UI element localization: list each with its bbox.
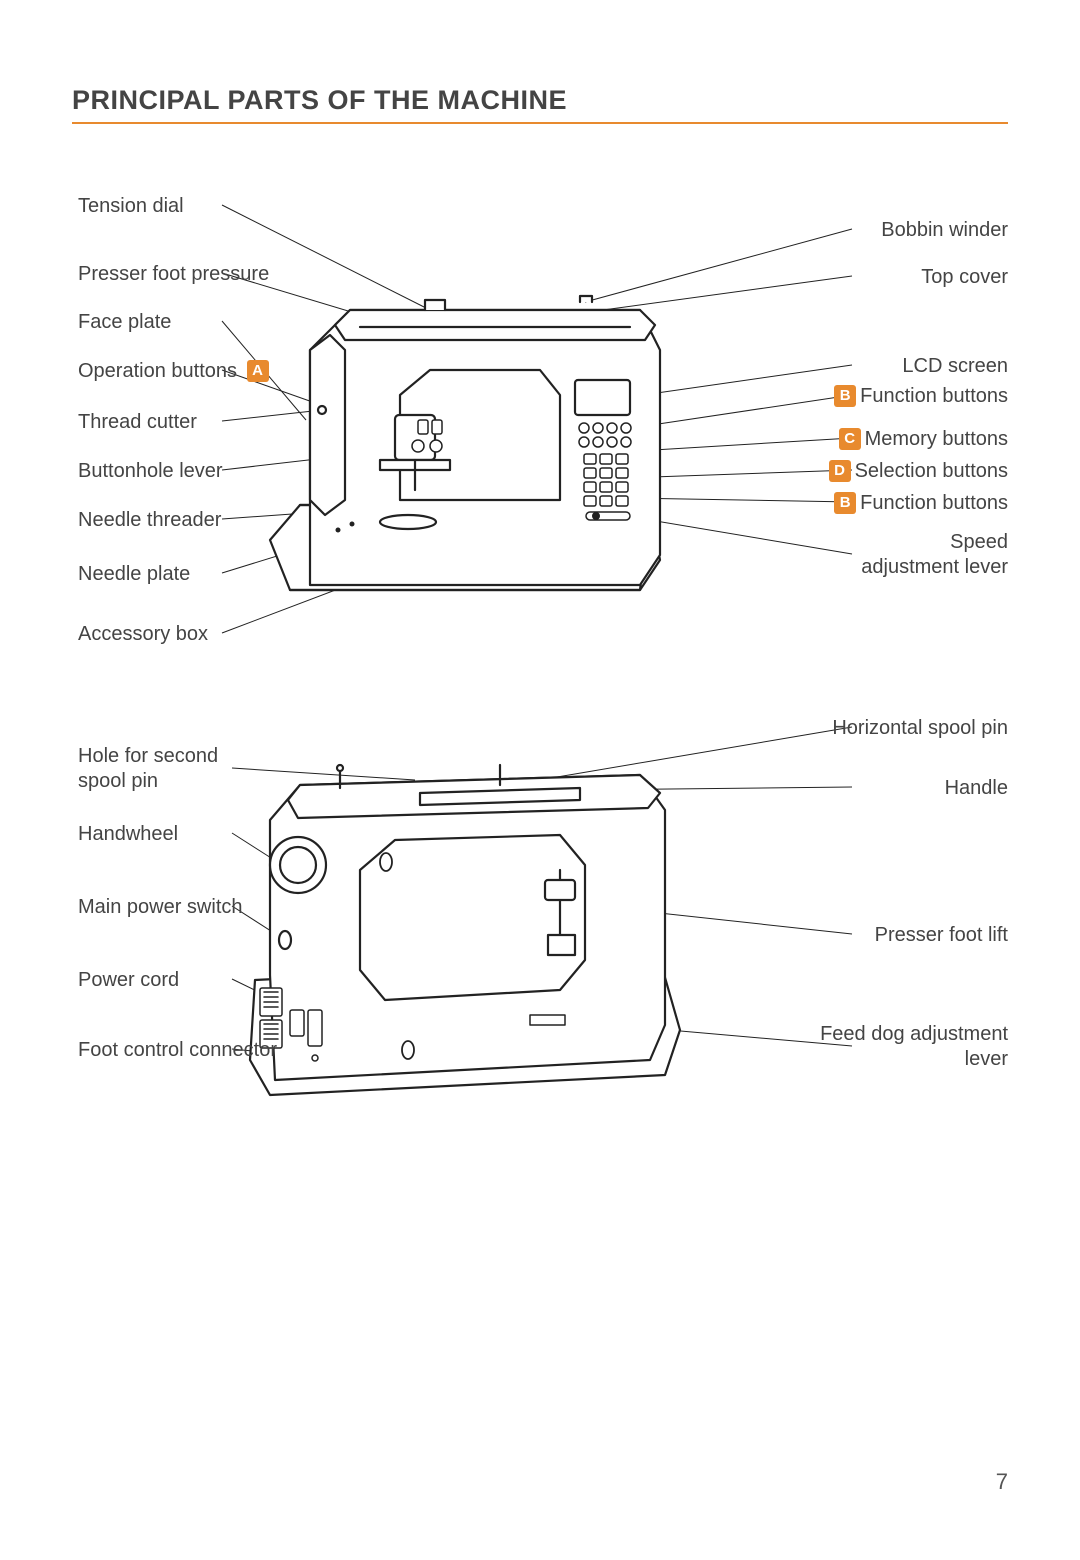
- label-text: LCD screen: [902, 355, 1008, 377]
- label-foot-connector: Foot control connector: [78, 1038, 277, 1063]
- label-buttonhole-lever: Buttonhole lever: [78, 459, 223, 484]
- label-text: Hole for second spool pin: [78, 745, 218, 792]
- label-text: Face plate: [78, 311, 171, 333]
- manual-page: PRINCIPAL PARTS OF THE MACHINE: [0, 0, 1080, 1560]
- label-memory-buttons: CMemory buttons: [835, 427, 1008, 452]
- label-accessory-box: Accessory box: [78, 622, 208, 647]
- label-function-buttons-1: BFunction buttons: [830, 384, 1008, 409]
- label-presser-foot-lift: Presser foot lift: [875, 923, 1008, 948]
- badge-c: C: [839, 428, 861, 450]
- label-text: Horizontal spool pin: [832, 717, 1008, 739]
- label-handle: Handle: [945, 776, 1008, 801]
- label-text: Tension dial: [78, 195, 184, 217]
- label-power-cord: Power cord: [78, 968, 179, 993]
- label-main-power: Main power switch: [78, 895, 243, 920]
- label-tension-dial: Tension dial: [78, 194, 184, 219]
- label-text: Accessory box: [78, 623, 208, 645]
- label-text: Foot control connector: [78, 1039, 277, 1061]
- label-text: Power cord: [78, 969, 179, 991]
- badge-b: B: [834, 385, 856, 407]
- label-text: Memory buttons: [865, 428, 1008, 450]
- label-text: Handwheel: [78, 823, 178, 845]
- label-text: Feed dog adjustment lever: [820, 1023, 1008, 1070]
- label-text: Speed adjustment lever: [861, 531, 1008, 578]
- label-text: Needle threader: [78, 509, 221, 531]
- label-text: Top cover: [921, 266, 1008, 288]
- label-text: Operation buttons: [78, 360, 237, 382]
- label-lcd-screen: LCD screen: [902, 354, 1008, 379]
- label-text: Main power switch: [78, 896, 243, 918]
- label-needle-threader: Needle threader: [78, 508, 221, 533]
- badge-d: D: [829, 460, 851, 482]
- label-hole-second-spool: Hole for second spool pin: [78, 744, 218, 794]
- label-function-buttons-2: BFunction buttons: [830, 491, 1008, 516]
- label-needle-plate: Needle plate: [78, 562, 190, 587]
- label-text: Handle: [945, 777, 1008, 799]
- label-text: Function buttons: [860, 385, 1008, 407]
- label-text: Selection buttons: [855, 460, 1008, 482]
- label-text: Presser foot pressure: [78, 263, 269, 285]
- page-number: 7: [996, 1469, 1008, 1495]
- label-speed-lever: Speed adjustment lever: [861, 530, 1008, 580]
- label-presser-pressure: Presser foot pressure: [78, 262, 269, 287]
- label-operation-buttons: Operation buttons A: [78, 359, 273, 384]
- label-text: Bobbin winder: [881, 219, 1008, 241]
- label-text: Function buttons: [860, 492, 1008, 514]
- badge-b: B: [834, 492, 856, 514]
- back-view-diagram: [0, 0, 1080, 1200]
- label-top-cover: Top cover: [921, 265, 1008, 290]
- label-face-plate: Face plate: [78, 310, 171, 335]
- label-text: Needle plate: [78, 563, 190, 585]
- label-bobbin-winder: Bobbin winder: [881, 218, 1008, 243]
- label-text: Thread cutter: [78, 411, 197, 433]
- label-handwheel: Handwheel: [78, 822, 178, 847]
- label-feed-dog: Feed dog adjustment lever: [820, 1022, 1008, 1072]
- label-thread-cutter: Thread cutter: [78, 410, 197, 435]
- badge-a: A: [247, 360, 269, 382]
- label-text: Buttonhole lever: [78, 460, 223, 482]
- label-horiz-spool-pin: Horizontal spool pin: [832, 716, 1008, 741]
- label-text: Presser foot lift: [875, 924, 1008, 946]
- label-selection-buttons: DSelection buttons: [825, 459, 1008, 484]
